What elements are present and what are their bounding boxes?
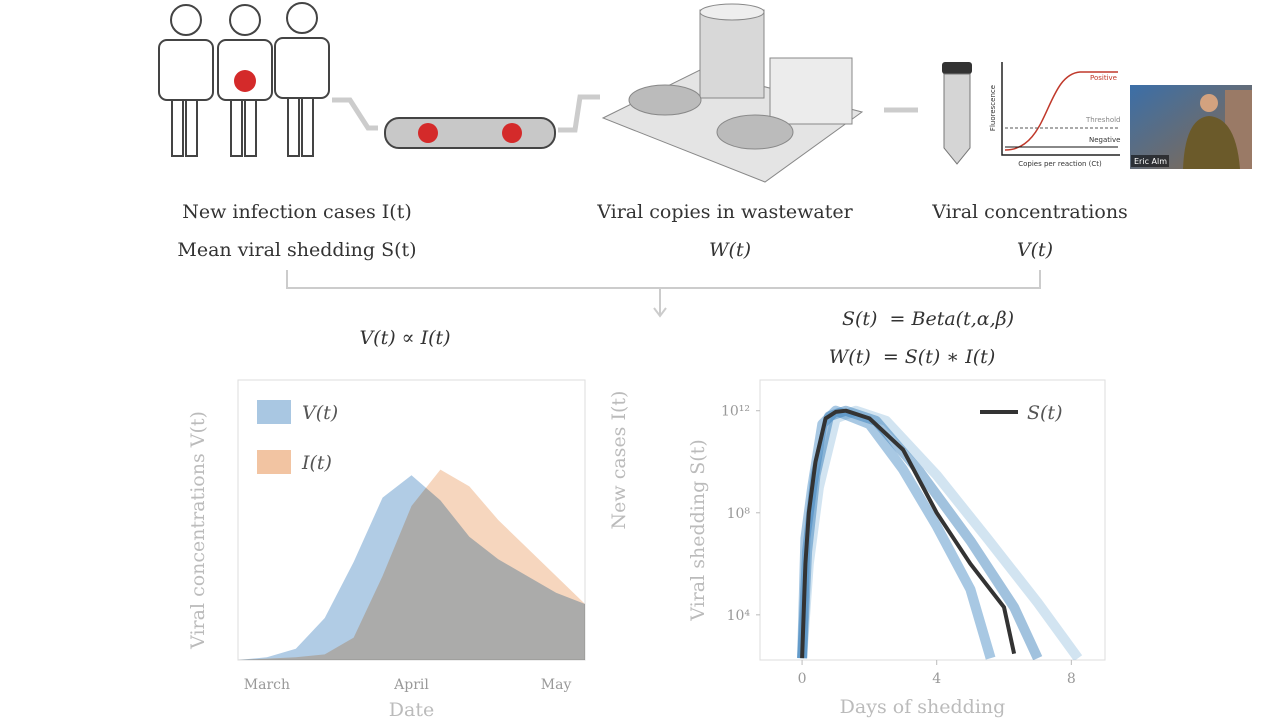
x-tick-label: April xyxy=(393,677,429,693)
legend-swatch xyxy=(257,450,291,474)
video-name-bg xyxy=(1131,155,1169,167)
qpcr-label: Fluorescence xyxy=(989,85,997,131)
flow-arrows xyxy=(332,94,918,133)
step-label: New infection cases I(t) xyxy=(182,201,412,223)
legend-label: V(t) xyxy=(302,402,338,424)
qpcr-label: Copies per reaction (Ct) xyxy=(1018,160,1102,168)
line xyxy=(800,408,1017,659)
x-tick-label: March xyxy=(244,677,290,693)
x-axis-label: Date xyxy=(389,699,434,720)
virus-icon xyxy=(234,70,256,92)
x-tick-label: 4 xyxy=(932,671,941,687)
x-tick-label: May xyxy=(541,677,572,693)
y-axis-label: Viral concentrations V(t) xyxy=(187,411,209,650)
plot-frame xyxy=(759,379,1106,661)
formula: W(t) = S(t) ∗ I(t) xyxy=(829,346,995,368)
x-tick-label: 8 xyxy=(1067,671,1076,687)
people-icon xyxy=(158,2,330,157)
x-axis-label: Days of shedding xyxy=(840,696,1006,718)
qpcr-label: Threshold xyxy=(1085,116,1121,124)
step-sublabel: W(t) xyxy=(709,239,751,261)
formula: S(t) = Beta(t,α,β) xyxy=(842,308,1014,330)
area xyxy=(238,469,585,660)
video-person xyxy=(1183,116,1240,169)
participant-name: Eric Alm xyxy=(1134,157,1167,166)
plot-area xyxy=(797,405,1083,660)
qpcr-label: Positive xyxy=(1090,74,1117,82)
y-axis-label: Viral shedding S(t) xyxy=(687,439,709,622)
video-tile[interactable]: Eric Alm xyxy=(1130,85,1252,169)
y-tick-label: 10⁸ xyxy=(727,506,751,522)
step-sublabel: V(t) xyxy=(1017,239,1053,261)
bracket xyxy=(286,270,1041,318)
qpcr-label: Negative xyxy=(1089,136,1120,144)
legend-swatch xyxy=(257,400,291,424)
step-sublabel: Mean viral shedding S(t) xyxy=(177,239,416,261)
step-label: Viral copies in wastewater xyxy=(596,201,853,223)
video-person xyxy=(1200,94,1218,112)
treatment-plant-icon xyxy=(601,3,864,183)
virus-icon xyxy=(418,123,438,143)
ensemble-line xyxy=(797,405,1083,660)
qpcr-plot xyxy=(1001,62,1120,156)
pipe-icon xyxy=(384,117,556,149)
tube-cap xyxy=(942,62,972,74)
formula: V(t) ∝ I(t) xyxy=(359,327,450,349)
x-tick-label: 0 xyxy=(798,671,807,687)
legend-label: S(t) xyxy=(1027,402,1062,424)
y2-axis-label: New cases I(t) xyxy=(608,391,630,530)
ensemble-line xyxy=(797,405,1043,660)
virus-icon xyxy=(502,123,522,143)
legend-label: I(t) xyxy=(301,452,332,474)
step-label: Viral concentrations xyxy=(931,201,1128,223)
y-tick-label: 10¹² xyxy=(721,404,750,420)
tube-icon xyxy=(943,73,971,165)
y-tick-label: 10⁴ xyxy=(727,608,751,624)
